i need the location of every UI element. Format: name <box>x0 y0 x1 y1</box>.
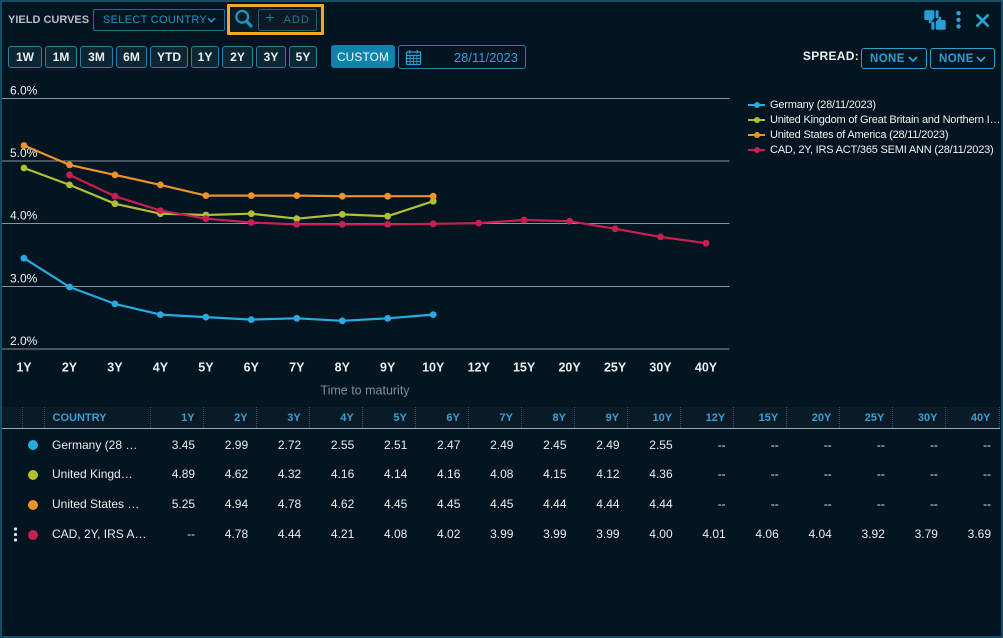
svg-text:8Y: 8Y <box>335 361 351 375</box>
svg-text:Time to maturity: Time to maturity <box>320 384 410 398</box>
svg-text:3.0%: 3.0% <box>10 271 38 285</box>
svg-text:20Y: 20Y <box>558 361 581 375</box>
svg-text:2.0%: 2.0% <box>10 334 38 348</box>
svg-text:7Y: 7Y <box>289 361 305 375</box>
svg-text:2Y: 2Y <box>62 361 78 375</box>
svg-text:3Y: 3Y <box>107 361 123 375</box>
svg-text:30Y: 30Y <box>649 361 672 375</box>
svg-text:9Y: 9Y <box>380 361 396 375</box>
svg-text:1Y: 1Y <box>16 361 32 375</box>
svg-text:6.0%: 6.0% <box>10 83 38 97</box>
svg-text:12Y: 12Y <box>468 361 491 375</box>
svg-text:6Y: 6Y <box>244 361 260 375</box>
svg-text:40Y: 40Y <box>695 361 718 375</box>
svg-text:5Y: 5Y <box>198 361 214 375</box>
svg-text:10Y: 10Y <box>422 361 445 375</box>
svg-text:4.0%: 4.0% <box>10 208 38 222</box>
svg-text:25Y: 25Y <box>604 361 627 375</box>
svg-text:4Y: 4Y <box>153 361 169 375</box>
svg-text:15Y: 15Y <box>513 361 536 375</box>
